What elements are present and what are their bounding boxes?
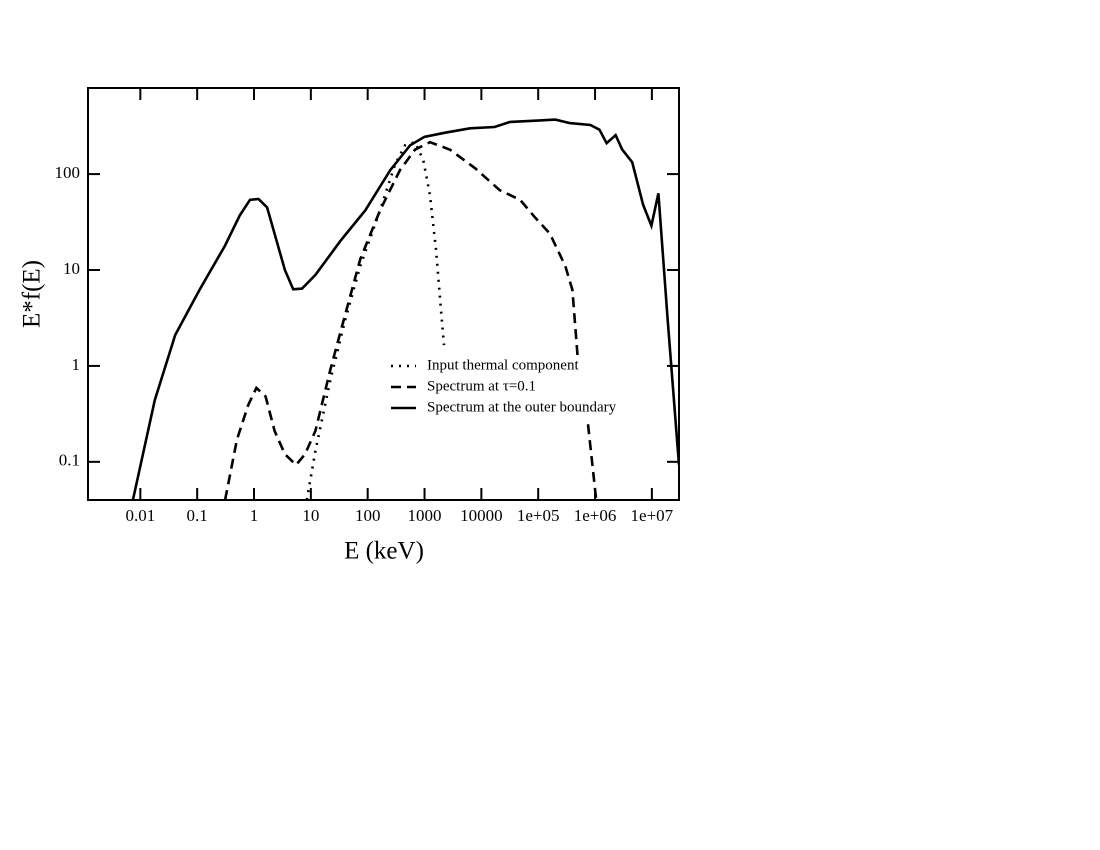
series-line xyxy=(223,140,598,500)
x-tick-label: 100 xyxy=(355,506,381,525)
x-tick-label: 1e+06 xyxy=(574,506,617,525)
x-tick-label: 0.01 xyxy=(125,506,155,525)
plot-frame xyxy=(87,87,680,501)
y-tick-label: 1 xyxy=(72,355,81,374)
x-tick-label: 1e+05 xyxy=(517,506,560,525)
legend-label: Spectrum at the outer boundary xyxy=(427,399,617,415)
series-line xyxy=(131,118,679,500)
x-axis-label: E (keV) xyxy=(344,538,424,565)
series-line xyxy=(305,140,446,500)
y-tick-label: 0.1 xyxy=(59,451,80,470)
y-tick-label: 100 xyxy=(55,163,81,182)
legend-background xyxy=(385,355,640,421)
x-tick-label: 1 xyxy=(250,506,259,525)
x-tick-label: 1e+07 xyxy=(631,506,674,525)
y-tick-label: 10 xyxy=(63,259,80,278)
x-tick-label: 10000 xyxy=(460,506,503,525)
x-tick-label: 10 xyxy=(302,506,319,525)
x-tick-label: 1000 xyxy=(408,506,442,525)
y-axis-label: E*f(E) xyxy=(19,260,46,328)
legend-label: Spectrum at τ=0.1 xyxy=(427,378,536,394)
legend-label: Input thermal component xyxy=(427,357,579,373)
x-tick-label: 0.1 xyxy=(187,506,208,525)
